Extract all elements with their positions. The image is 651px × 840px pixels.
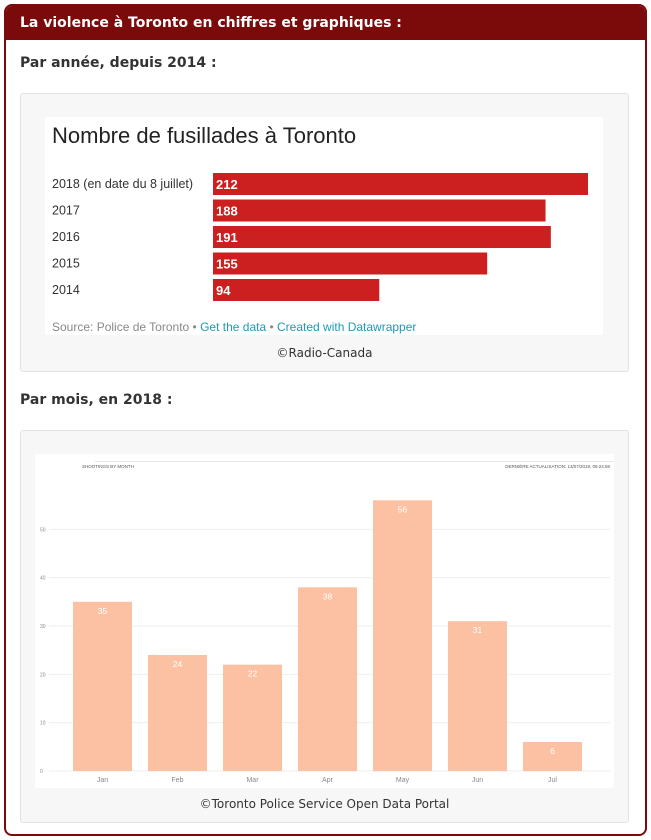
tps-credit: ©Toronto Police Service Open Data Portal	[199, 797, 450, 811]
bar	[298, 587, 357, 771]
yearly-chart: Nombre de fusillades à Toronto 2018 (en …	[45, 117, 603, 335]
bar	[223, 664, 282, 771]
bar	[148, 655, 207, 771]
bar-value-label: 24	[173, 659, 183, 669]
bar-value-label: 6	[550, 746, 555, 756]
bar-value-label: 38	[323, 591, 333, 601]
y-tick-label: 30	[40, 624, 46, 630]
x-tick-label: May	[396, 777, 410, 784]
x-tick-label: Jun	[472, 777, 483, 784]
yearly-bar-chart: 2018 (en date du 8 juillet) 212 2017 188 201…	[52, 173, 588, 301]
get-the-data-link[interactable]: Get the data	[200, 320, 267, 334]
last-update-timestamp: DERNIÈRE ACTUALISATION: 13/07/2018, 09:2…	[505, 463, 610, 469]
chart-source: Source: Police de Toronto • Get the data…	[52, 320, 416, 334]
source-text: Source: Police de Toronto	[52, 320, 190, 334]
y-tick-label: 50	[40, 527, 46, 533]
category-label: 2017	[52, 204, 80, 218]
y-tick-label: 0	[40, 769, 43, 775]
bar-value-label: 94	[216, 283, 231, 298]
category-label: 2015	[52, 257, 80, 271]
bar	[73, 601, 132, 771]
yearly-chart-title: Nombre de fusillades à Toronto	[52, 123, 357, 148]
bar	[213, 199, 546, 222]
yearly-chart-panel: Nombre de fusillades à Toronto 2018 (en …	[20, 93, 629, 372]
info-box: La violence à Toronto en chiffres et gra…	[4, 4, 647, 836]
bar	[373, 500, 432, 771]
source-separator: •	[266, 320, 277, 334]
bar	[213, 252, 488, 275]
x-tick-label: Jan	[97, 777, 108, 784]
category-label: 2014	[52, 283, 80, 297]
radio-canada-credit: ©Radio-Canada	[276, 346, 373, 360]
bar-value-label: 155	[216, 257, 238, 272]
section-heading-monthly: Par mois, en 2018 :	[20, 392, 173, 408]
bar	[523, 742, 582, 771]
bar	[213, 226, 551, 248]
category-label: 2016	[52, 230, 80, 244]
bar	[213, 279, 380, 301]
bar-value-label: 212	[216, 177, 238, 192]
x-tick-label: Mar	[246, 777, 259, 784]
y-tick-label: 20	[40, 672, 46, 678]
monthly-bar-chart: SHOOTINGS BY MONTH DERNIÈRE ACTUALISATION…	[35, 454, 614, 788]
y-tick-label: 10	[40, 721, 46, 727]
bar	[213, 173, 588, 195]
bar-value-label: 188	[216, 204, 238, 219]
datawrapper-link[interactable]: Created with Datawrapper	[277, 320, 417, 334]
source-separator: •	[189, 320, 201, 334]
box-title: La violence à Toronto en chiffres et gra…	[6, 6, 645, 40]
x-tick-label: Apr	[322, 777, 334, 784]
category-label: 2018 (en date du 8 juillet)	[52, 177, 193, 191]
section-heading-yearly: Par année, depuis 2014 :	[20, 55, 217, 71]
x-tick-label: Feb	[171, 777, 183, 784]
bar-value-label: 35	[98, 606, 108, 616]
x-tick-label: Jul	[548, 777, 557, 784]
monthly-chart: SHOOTINGS BY MONTH DERNIÈRE ACTUALISATION…	[35, 454, 614, 788]
bar	[448, 621, 507, 771]
bar-value-label: 56	[398, 504, 408, 514]
bar-value-label: 31	[473, 625, 483, 635]
chart-title: SHOOTINGS BY MONTH	[82, 464, 134, 469]
bar-value-label: 22	[248, 669, 258, 679]
y-tick-label: 40	[40, 576, 46, 582]
monthly-chart-panel: SHOOTINGS BY MONTH DERNIÈRE ACTUALISATION…	[20, 430, 629, 823]
bar-value-label: 191	[216, 230, 238, 245]
